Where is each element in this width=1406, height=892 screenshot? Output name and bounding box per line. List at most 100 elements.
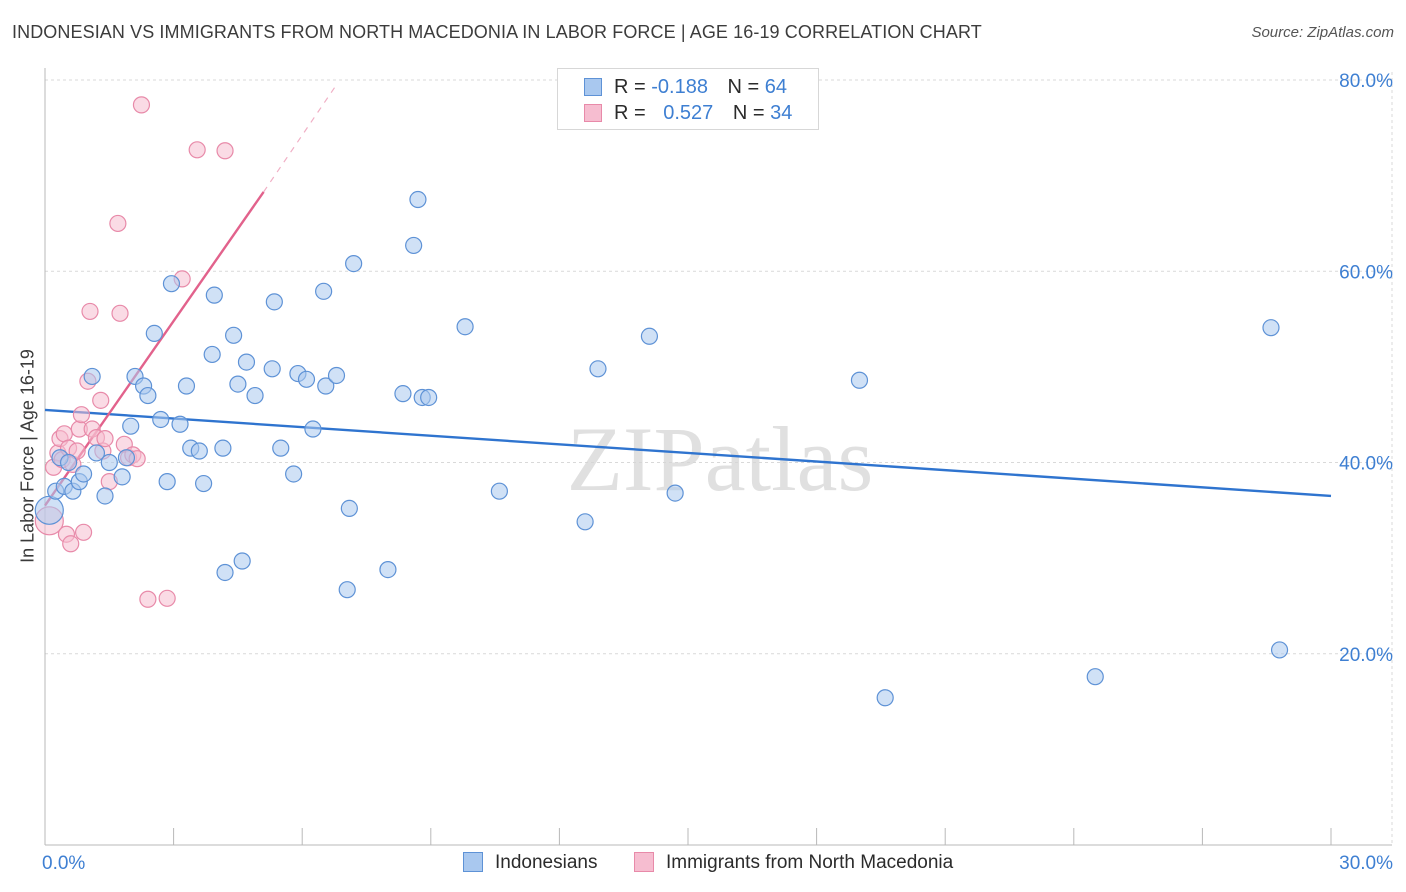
indonesian-point [1270,641,1289,659]
pink-swatch [584,104,602,122]
indonesian-point [177,377,196,395]
indonesian-point [272,439,290,457]
indonesian-point [152,410,170,429]
legend-r-value: -0.188 [651,76,708,98]
legend-r-value: 0.527 [663,102,714,124]
macedonia-point [111,304,129,322]
macedonia-point [96,429,114,448]
legend-r-label: R = [614,76,646,98]
macedonia-point [72,406,91,424]
indonesian-trend-line [44,408,1332,498]
indonesian-point [409,190,427,209]
grid-lines [45,72,1393,845]
legend-row-macedonia: R = 0.527 N = 34 [584,102,792,126]
macedonia-point [132,96,151,114]
indonesian-point [589,360,607,378]
indonesian-point [379,560,397,579]
blue-swatch [463,852,483,872]
indonesian-point [263,360,281,378]
legend-r-label: R = [614,102,646,124]
indonesian-point [315,282,333,300]
indonesian-point [297,370,316,388]
indonesian-point [237,353,256,371]
indonesian-point [327,366,346,385]
indonesian-point [1262,319,1280,337]
macedonia-point [188,141,206,159]
indonesian-point [139,386,157,405]
indonesian-point [74,465,93,483]
indonesian-point [405,236,423,255]
legend-n-label: N = [727,76,760,98]
x-tick-label: 0.0% [42,853,85,874]
macedonia-point [158,589,176,607]
indonesian-point [304,420,322,438]
indonesian-point [225,326,243,344]
indonesian-point [59,453,78,472]
indonesian-point [171,415,189,433]
indonesian-point [338,581,356,599]
indonesian-point [203,345,221,364]
macedonia-point [139,590,157,608]
indonesian-point [96,487,114,505]
macedonia-point [92,391,110,409]
watermark: ZIPatlas [567,408,874,510]
legend-n-label: N = [732,102,765,124]
bottom-legend-label: Indonesians [495,852,598,873]
source-label: Source: ZipAtlas.com [1251,24,1394,41]
indonesian-point [420,388,438,407]
y-tick-label: 60.0% [1339,262,1393,283]
indonesian-point [490,482,508,500]
blue-swatch [584,78,602,96]
bottom-legend-indonesians: Indonesians [463,852,597,878]
indonesian-point [1086,668,1104,686]
legend-n-value: 64 [764,76,788,98]
indonesian-point [195,474,213,493]
indonesian-point [113,468,131,486]
indonesian-point [233,552,251,570]
indonesian-point [265,293,283,311]
bottom-legend-label: Immigrants from North Macedonia [666,852,954,873]
macedonia-point [62,535,80,553]
macedonia-point [216,142,234,160]
macedonia-trend-line-extension [263,84,337,193]
indonesian-point [117,449,136,467]
indonesian-point [100,453,118,472]
macedonia-point [55,425,73,443]
indonesian-point [640,327,659,345]
indonesian-point [317,377,335,395]
pink-swatch [634,852,654,872]
indonesian-point [246,386,264,405]
indonesian-point [34,495,64,525]
indonesian-point [122,417,140,435]
stats-legend: R = -0.188 N = 64 R = 0.527 N = 34 [557,68,819,130]
macedonia-point [68,442,86,460]
indonesian-point [456,318,474,336]
indonesian-point [340,499,358,517]
indonesian-point [876,689,894,707]
chart-title: INDONESIAN VS IMMIGRANTS FROM NORTH MACE… [12,22,982,42]
x-tick-label: 30.0% [1339,853,1393,874]
indonesian-point [205,286,223,304]
y-tick-label: 80.0% [1339,71,1393,92]
indonesian-point [87,444,106,462]
indonesian-point [576,513,594,531]
macedonia-point [109,214,127,233]
legend-n-value: 34 [770,102,793,124]
axes [44,68,1392,846]
indonesian-point [162,275,181,293]
indonesian-point [285,465,303,483]
indonesian-point [83,367,101,386]
indonesian-point [666,484,684,502]
indonesian-point [190,442,208,460]
indonesian-point [214,439,232,457]
macedonia-point [74,523,93,541]
y-tick-label: 20.0% [1339,645,1393,666]
legend-row-indonesians: R = -0.188 N = 64 [584,76,787,100]
indonesian-point [345,255,363,273]
indonesian-point [145,324,163,343]
indonesian-point [158,473,176,491]
y-tick-label: 40.0% [1339,454,1393,475]
macedonia-point [81,302,99,321]
indonesian-point [394,385,412,403]
